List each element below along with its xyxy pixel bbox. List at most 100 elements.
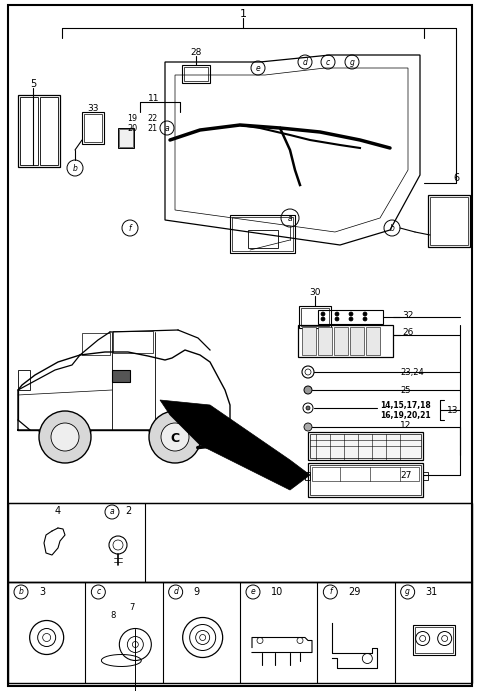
Bar <box>82 112 104 144</box>
Bar <box>415 627 453 652</box>
Text: 16,19,20,21: 16,19,20,21 <box>380 410 431 419</box>
Text: e: e <box>251 587 255 596</box>
Text: f: f <box>329 587 332 596</box>
Text: 30: 30 <box>309 287 321 296</box>
Text: 6: 6 <box>453 173 459 183</box>
Text: e: e <box>256 64 260 73</box>
Text: d: d <box>302 57 307 66</box>
Text: 8: 8 <box>111 612 116 621</box>
Bar <box>299 306 331 328</box>
Bar <box>184 67 208 81</box>
Bar <box>312 467 419 481</box>
Circle shape <box>335 312 339 316</box>
Circle shape <box>39 411 91 463</box>
Bar <box>248 230 278 248</box>
Bar <box>318 310 383 324</box>
Circle shape <box>161 423 189 451</box>
Text: g: g <box>405 587 410 596</box>
Bar <box>413 625 455 654</box>
Text: a: a <box>110 507 114 516</box>
Text: b: b <box>72 164 77 173</box>
Bar <box>428 195 470 247</box>
Text: C: C <box>170 431 180 444</box>
Bar <box>8 503 472 582</box>
Circle shape <box>304 386 312 394</box>
Text: g: g <box>349 57 354 66</box>
Text: c: c <box>326 57 330 66</box>
FancyArrowPatch shape <box>198 446 294 484</box>
Bar <box>8 582 472 683</box>
Bar <box>334 327 348 355</box>
Bar <box>318 327 332 355</box>
Text: 28: 28 <box>190 48 202 57</box>
Bar <box>423 472 428 480</box>
Bar <box>18 370 30 390</box>
Text: 20: 20 <box>127 124 137 133</box>
Text: 32: 32 <box>402 310 413 319</box>
Text: c: c <box>96 587 100 596</box>
Bar <box>310 465 421 495</box>
Bar <box>232 217 293 251</box>
Text: 21: 21 <box>147 124 157 133</box>
Circle shape <box>321 312 325 316</box>
Text: 31: 31 <box>426 587 438 597</box>
Circle shape <box>304 423 312 431</box>
Bar <box>20 97 38 165</box>
Text: 5: 5 <box>30 79 36 89</box>
Bar <box>40 97 58 165</box>
Text: 33: 33 <box>87 104 99 113</box>
Text: 3: 3 <box>39 587 45 597</box>
Bar <box>230 215 295 253</box>
Circle shape <box>363 312 367 316</box>
Bar <box>308 463 423 497</box>
Circle shape <box>335 317 339 321</box>
Bar <box>302 327 316 355</box>
Text: 1: 1 <box>240 9 247 19</box>
Text: 14,15,17,18: 14,15,17,18 <box>380 401 431 410</box>
Text: 4: 4 <box>55 506 61 516</box>
Text: d: d <box>173 587 178 596</box>
Bar <box>430 197 468 245</box>
Text: 11: 11 <box>148 93 160 102</box>
Text: 10: 10 <box>271 587 283 597</box>
Circle shape <box>321 317 325 321</box>
Text: a: a <box>165 124 169 133</box>
Text: 12: 12 <box>400 421 411 430</box>
Text: 2: 2 <box>125 506 131 516</box>
Text: 19: 19 <box>127 113 137 122</box>
Text: 9: 9 <box>193 587 200 597</box>
Text: 25: 25 <box>400 386 410 395</box>
Circle shape <box>149 411 201 463</box>
Bar <box>182 65 210 83</box>
Bar <box>113 331 153 353</box>
Bar <box>310 434 421 458</box>
Bar <box>112 370 130 382</box>
Circle shape <box>51 423 79 451</box>
Text: 26: 26 <box>402 328 413 337</box>
Circle shape <box>349 317 353 321</box>
Text: a: a <box>288 214 292 223</box>
Bar <box>119 129 133 147</box>
Bar <box>298 325 393 357</box>
Bar <box>308 432 423 460</box>
Bar <box>18 95 60 167</box>
Circle shape <box>349 312 353 316</box>
Text: 29: 29 <box>348 587 360 597</box>
Text: 13: 13 <box>447 406 458 415</box>
Bar <box>82 333 110 355</box>
Bar <box>350 327 364 355</box>
Text: f: f <box>129 223 132 232</box>
Text: b: b <box>390 223 395 232</box>
Text: 7: 7 <box>130 603 135 612</box>
Bar <box>118 128 134 148</box>
Text: 23,24: 23,24 <box>400 368 424 377</box>
Circle shape <box>363 317 367 321</box>
Bar <box>366 327 380 355</box>
Text: 27: 27 <box>400 471 411 480</box>
Bar <box>305 472 310 480</box>
Polygon shape <box>160 400 310 490</box>
Circle shape <box>306 406 310 410</box>
Text: 22: 22 <box>147 113 157 122</box>
Bar <box>301 308 329 326</box>
Text: b: b <box>19 587 24 596</box>
